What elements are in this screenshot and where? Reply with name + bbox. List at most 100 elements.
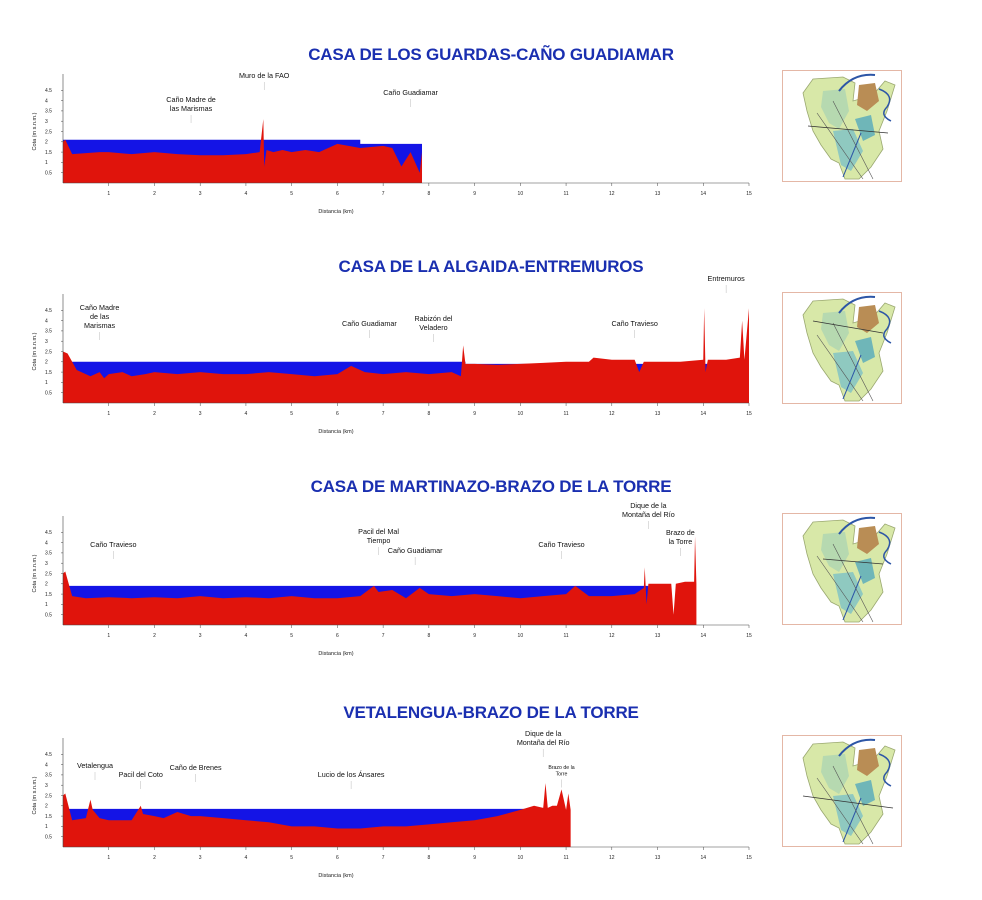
x-tick-label: 7 [382, 633, 385, 639]
x-tick-label: 6 [336, 855, 339, 861]
annotation: Entremuros [708, 274, 746, 293]
chart-panel-4: 1 2 3 4 5 6 7 8 9 10 11 12 13 14 150.511.522.533.544.5… [32, 729, 752, 879]
y-tick-label: 1 [45, 602, 48, 608]
chart-panel-1: 1 2 3 4 5 6 7 8 9 10 11 12 13 14 150.511.522.533.544.5… [32, 71, 752, 215]
x-tick-label: 9 [473, 411, 476, 417]
annotation: Lucio de los Ánsares [318, 770, 385, 789]
y-tick-label: 1 [45, 380, 48, 386]
x-tick-label: 11 [563, 411, 568, 417]
chart-title-4: VETALENGUA-BRAZO DE LA TORRE [343, 703, 639, 722]
y-tick-label: 3 [45, 561, 48, 567]
y-tick-label: 1.5 [45, 370, 52, 376]
location-map-1 [782, 70, 902, 182]
annotation-label: Torre [556, 772, 568, 778]
annotation-label: Brazo de [666, 528, 695, 537]
y-tick-label: 4 [45, 318, 48, 324]
annotation-label: las Marismas [170, 104, 213, 113]
x-tick-label: 13 [655, 191, 661, 197]
terrain-area [63, 308, 749, 403]
chart-title-1: CASA DE LOS GUARDAS-CAÑO GUADIAMAR [308, 45, 674, 64]
x-tick-label: 15 [746, 411, 752, 417]
annotation-label: Marismas [84, 321, 116, 330]
y-tick-label: 2 [45, 804, 48, 810]
chart-panel-2: 1 2 3 4 5 6 7 8 9 10 11 12 13 14 150.511.522.533.544.5… [32, 274, 752, 435]
y-tick-label: 0.5 [45, 835, 52, 841]
annotation: Caño Travieso [611, 319, 658, 338]
x-tick-label: 2 [153, 411, 156, 417]
x-tick-label: 1 [107, 191, 110, 197]
x-tick-label: 14 [700, 411, 706, 417]
terrain-area [63, 783, 571, 847]
y-tick-label: 3 [45, 119, 48, 125]
x-tick-label: 3 [199, 855, 202, 861]
chart-title-2: CASA DE LA ALGAIDA-ENTREMUROS [338, 257, 644, 276]
x-tick-label: 10 [518, 633, 524, 639]
x-tick-label: 14 [700, 191, 706, 197]
x-tick-label: 7 [382, 855, 385, 861]
x-tick-label: 10 [518, 191, 524, 197]
x-tick-label: 5 [290, 191, 293, 197]
x-axis-label: Distancia (km) [318, 873, 353, 879]
x-tick-label: 3 [199, 191, 202, 197]
x-tick-label: 11 [563, 191, 568, 197]
x-tick-label: 6 [336, 633, 339, 639]
x-tick-label: 2 [153, 855, 156, 861]
annotation: Caño Guadiamar [383, 88, 439, 107]
x-tick-label: 2 [153, 633, 156, 639]
annotation-label: Entremuros [708, 274, 746, 283]
y-tick-label: 1 [45, 824, 48, 830]
y-tick-label: 3 [45, 783, 48, 789]
x-tick-label: 12 [609, 411, 615, 417]
annotation: Caño Travieso [90, 540, 136, 559]
x-tick-label: 15 [746, 191, 752, 197]
location-map-icon [802, 738, 896, 845]
y-tick-label: 1.5 [45, 592, 52, 598]
annotation: Caño Travieso [538, 540, 585, 559]
x-axis-label: Distancia (km) [318, 429, 353, 435]
annotation: Caño Guadiamar [342, 319, 397, 338]
chart-panel-3: 1 2 3 4 5 6 7 8 9 10 11 12 13 14 150.511.522.533.544.5… [32, 501, 752, 657]
annotation-label: Caño Madre de [166, 95, 216, 104]
x-axis-label: Distancia (km) [318, 651, 353, 657]
x-tick-label: 12 [609, 191, 615, 197]
y-tick-label: 3.5 [45, 109, 52, 115]
y-tick-label: 0.5 [45, 613, 52, 619]
y-tick-label: 2.5 [45, 571, 52, 577]
annotation-label: Caño Travieso [611, 319, 657, 328]
y-tick-label: 3.5 [45, 773, 52, 779]
y-tick-label: 0.5 [45, 171, 52, 177]
annotation-label: Dique de la [525, 729, 561, 738]
y-tick-label: 4.5 [45, 752, 52, 758]
location-map-3 [782, 513, 902, 625]
y-tick-label: 2 [45, 582, 48, 588]
annotation-label: Pacil del Coto [119, 770, 163, 779]
annotation-label: Caño Guadiamar [383, 88, 438, 97]
y-tick-label: 3.5 [45, 329, 52, 335]
location-map-icon [802, 516, 896, 623]
location-map-icon [802, 73, 896, 180]
annotation: Pacil del Coto [119, 770, 163, 789]
y-axis-label: Cota (m s.n.m.) [32, 332, 38, 370]
y-tick-label: 4 [45, 540, 48, 546]
chart-title-3: CASA DE MARTINAZO-BRAZO DE LA TORRE [310, 477, 672, 496]
x-tick-label: 2 [153, 191, 156, 197]
annotation-label: Caño Madre [80, 303, 120, 312]
y-tick-label: 1.5 [45, 150, 52, 156]
location-map-icon [802, 295, 896, 402]
x-tick-label: 1 [107, 411, 110, 417]
annotation-label: Tiempo [367, 536, 391, 545]
y-tick-label: 4.5 [45, 88, 52, 94]
annotation-label: Rabizón del [414, 314, 452, 323]
x-tick-label: 11 [563, 633, 568, 639]
annotation-label: Montaña del Río [517, 738, 570, 747]
annotation-label: Caño Travieso [538, 540, 584, 549]
x-tick-label: 12 [609, 855, 615, 861]
x-tick-label: 8 [427, 191, 430, 197]
x-tick-label: 9 [473, 191, 476, 197]
x-tick-label: 4 [245, 633, 248, 639]
x-tick-label: 14 [700, 633, 706, 639]
